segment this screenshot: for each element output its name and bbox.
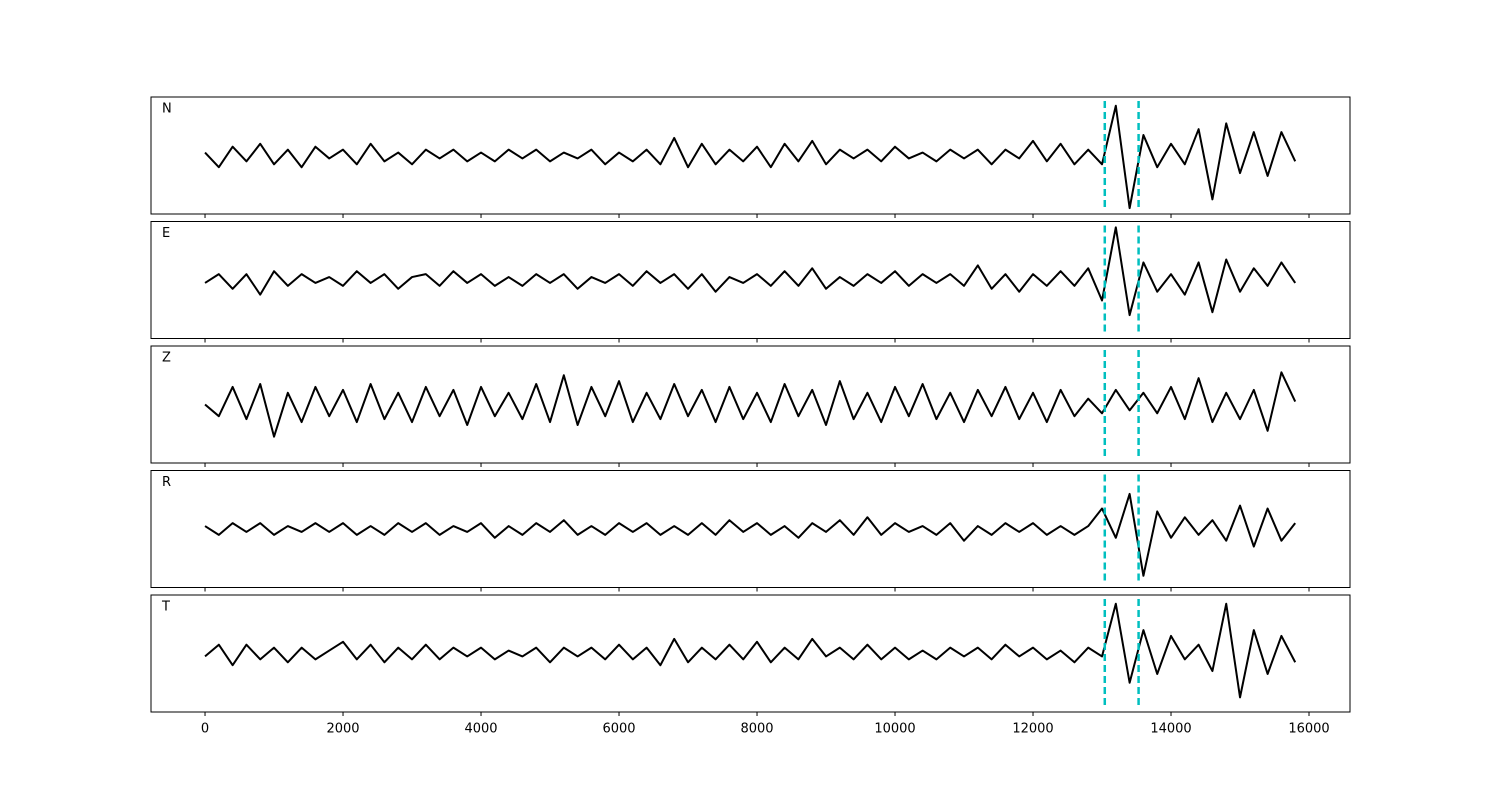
panel-frame xyxy=(150,470,1351,588)
x-tick-label: 10000 xyxy=(874,722,915,737)
panel-frame xyxy=(150,345,1351,464)
panel-label: T xyxy=(161,600,170,615)
panel-label: Z xyxy=(162,351,171,366)
x-tick-label: 6000 xyxy=(602,722,635,737)
x-tick-label: 8000 xyxy=(740,722,773,737)
trace xyxy=(204,492,1296,577)
panel-frame xyxy=(150,594,1351,713)
x-tick-label: 0 xyxy=(201,722,209,737)
trace xyxy=(204,226,1297,317)
panel-label: E xyxy=(162,226,170,241)
x-tick-label: 14000 xyxy=(1150,722,1191,737)
x-tick-label: 16000 xyxy=(1288,722,1329,737)
trace xyxy=(204,371,1297,438)
trace xyxy=(204,602,1297,699)
panel-frame xyxy=(150,221,1351,339)
panel-label: N xyxy=(162,102,172,117)
x-tick-label: 12000 xyxy=(1012,722,1053,737)
panel-label: R xyxy=(162,475,171,490)
x-tick-label: 4000 xyxy=(464,722,497,737)
trace xyxy=(204,104,1297,210)
panel-frame xyxy=(150,96,1351,215)
x-tick-label: 2000 xyxy=(326,722,359,737)
